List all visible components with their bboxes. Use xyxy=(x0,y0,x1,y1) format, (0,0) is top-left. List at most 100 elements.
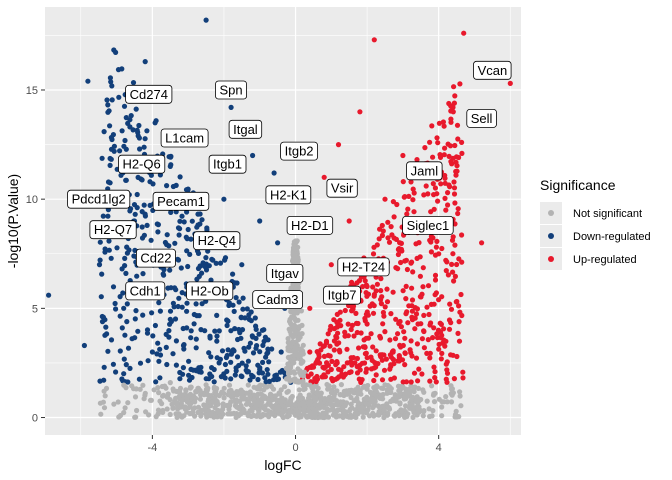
data-point xyxy=(448,306,455,312)
data-point xyxy=(391,413,397,419)
data-point xyxy=(172,285,178,291)
data-point xyxy=(332,391,338,397)
data-point xyxy=(125,400,131,406)
gene-label-text: Itgav xyxy=(271,266,300,281)
gene-label-box xyxy=(266,263,304,283)
data-point xyxy=(424,350,430,356)
data-point xyxy=(355,387,361,393)
data-point xyxy=(399,408,405,414)
x-axis-title: logFC xyxy=(264,457,301,473)
data-point xyxy=(253,335,259,341)
data-point xyxy=(432,185,438,191)
data-point xyxy=(388,363,394,369)
gene-label-text: Cd22 xyxy=(140,251,171,266)
data-point xyxy=(378,276,384,282)
data-point xyxy=(441,399,447,405)
data-point xyxy=(194,276,200,282)
data-point xyxy=(344,400,350,406)
data-point xyxy=(318,412,324,418)
data-point xyxy=(377,392,383,398)
data-point xyxy=(388,389,394,395)
data-point xyxy=(257,218,263,224)
data-point xyxy=(409,285,415,291)
data-point xyxy=(382,304,388,310)
data-point xyxy=(203,386,209,392)
data-point xyxy=(292,245,298,251)
data-point xyxy=(150,333,156,339)
data-point xyxy=(423,183,429,189)
data-point xyxy=(425,283,432,289)
data-point xyxy=(292,370,298,376)
data-point xyxy=(246,312,252,318)
data-point xyxy=(172,316,179,322)
data-point xyxy=(244,306,250,312)
data-point xyxy=(287,316,293,322)
data-point xyxy=(454,353,460,360)
data-point xyxy=(142,213,148,219)
data-point xyxy=(393,316,399,322)
data-point xyxy=(219,348,226,354)
data-point xyxy=(378,288,384,294)
data-point xyxy=(310,364,317,370)
gene-label: Cd274 xyxy=(125,84,173,104)
data-point xyxy=(97,257,103,263)
data-point xyxy=(183,388,189,394)
data-point xyxy=(253,326,259,332)
data-point xyxy=(444,367,450,373)
data-point xyxy=(98,294,104,300)
data-point xyxy=(452,93,458,99)
data-point xyxy=(180,371,186,377)
data-point xyxy=(382,329,388,335)
data-point xyxy=(226,406,232,412)
data-point xyxy=(278,399,284,405)
data-point xyxy=(98,411,104,417)
data-point xyxy=(355,320,361,327)
data-point xyxy=(342,329,348,335)
data-point xyxy=(161,272,167,278)
data-point xyxy=(216,360,222,366)
data-point xyxy=(331,326,338,332)
data-point xyxy=(379,232,385,239)
data-point xyxy=(341,364,347,370)
data-point xyxy=(255,411,261,417)
data-point xyxy=(123,362,129,368)
data-point xyxy=(172,240,178,246)
data-point xyxy=(452,221,458,227)
data-point xyxy=(139,209,145,215)
data-point xyxy=(179,213,185,219)
data-point xyxy=(420,413,426,419)
data-point xyxy=(439,350,445,356)
data-point xyxy=(102,393,108,399)
data-point xyxy=(286,348,292,354)
data-point xyxy=(245,410,251,416)
data-point xyxy=(214,355,220,361)
legend: Significance Not significant Down-regulat… xyxy=(540,177,651,270)
data-point xyxy=(203,376,209,382)
data-point xyxy=(331,347,337,353)
data-point xyxy=(191,321,197,327)
data-point xyxy=(434,238,440,244)
data-point xyxy=(318,394,324,400)
data-point xyxy=(348,359,354,365)
data-point xyxy=(115,399,121,405)
data-point xyxy=(359,409,366,415)
data-point xyxy=(384,299,391,305)
gene-label: Itgb1 xyxy=(208,154,247,174)
data-point xyxy=(345,333,351,339)
data-point xyxy=(155,411,161,417)
gene-label-text: H2-Ob xyxy=(190,283,228,298)
data-point xyxy=(137,146,143,152)
data-point xyxy=(192,413,198,419)
data-point xyxy=(309,413,315,420)
data-point xyxy=(451,179,457,185)
legend-label: Not significant xyxy=(573,208,642,220)
data-point xyxy=(261,327,267,333)
data-point xyxy=(439,413,445,419)
data-point xyxy=(328,323,334,329)
data-point xyxy=(390,396,396,402)
data-point xyxy=(285,354,291,360)
data-point xyxy=(125,345,132,351)
data-point xyxy=(160,409,166,415)
data-point xyxy=(417,254,423,260)
data-point xyxy=(406,193,412,199)
